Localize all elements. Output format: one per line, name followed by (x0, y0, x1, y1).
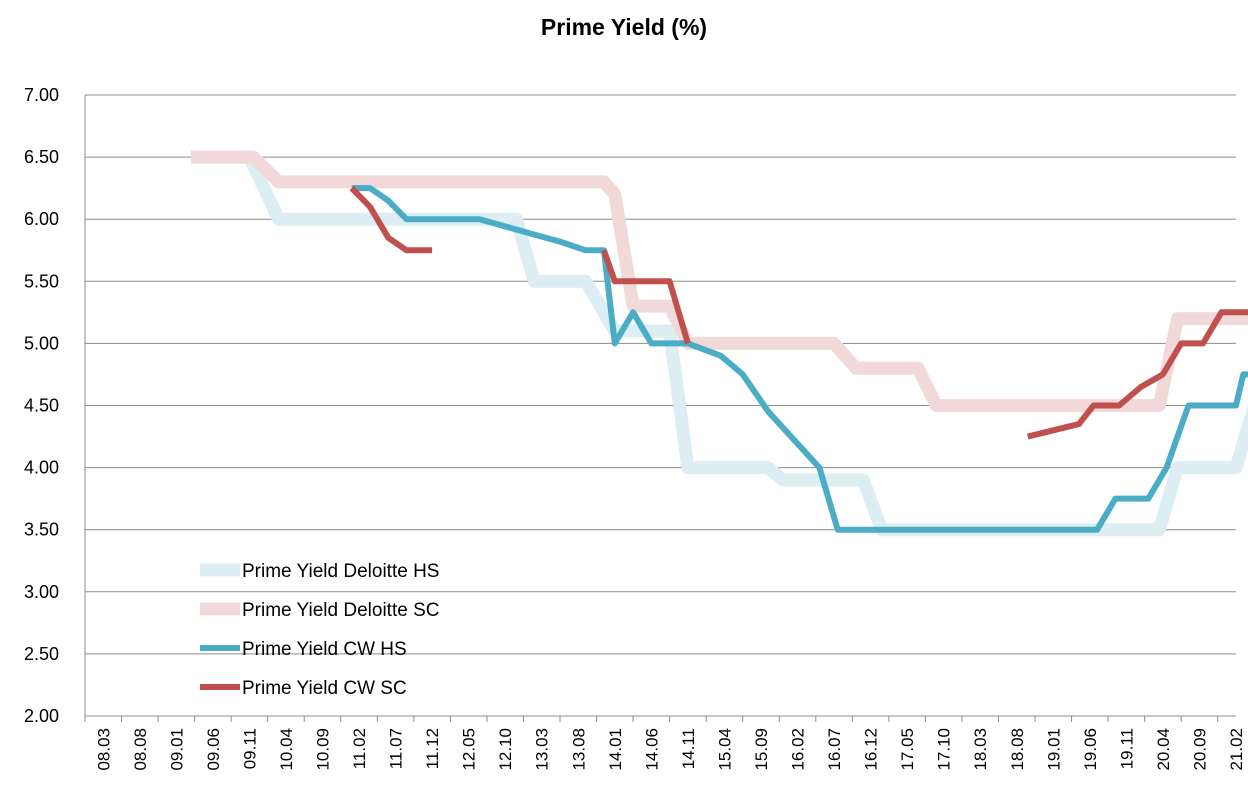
x-tick-label: 12.10 (496, 728, 515, 771)
y-tick-label: 5.00 (24, 333, 59, 353)
x-tick-label: 15.09 (752, 728, 771, 771)
x-tick-label: 08.03 (94, 728, 113, 771)
x-tick-label: 09.01 (167, 728, 186, 771)
y-tick-label: 4.50 (24, 396, 59, 416)
x-tick-label: 17.05 (898, 728, 917, 771)
x-tick-label: 14.06 (642, 728, 661, 771)
x-tick-label: 20.04 (1154, 728, 1173, 771)
x-tick-label: 09.06 (204, 728, 223, 771)
x-tick-label: 09.11 (240, 728, 259, 769)
legend-label: Prime Yield Deloitte SC (242, 600, 439, 621)
x-tick-label: 10.09 (314, 728, 333, 771)
y-tick-label: 2.50 (24, 644, 59, 664)
x-tick-label: 21.02 (1227, 728, 1246, 771)
y-tick-label: 3.00 (24, 582, 59, 602)
x-tick-label: 12.05 (460, 728, 479, 771)
x-tick-label: 19.01 (1044, 728, 1063, 771)
x-tick-label: 16.07 (825, 728, 844, 771)
x-tick-label: 16.12 (862, 728, 881, 771)
x-tick-label: 16.02 (789, 728, 808, 771)
y-tick-label: 7.00 (24, 85, 59, 105)
x-tick-label: 14.11 (679, 728, 698, 769)
chart-title: Prime Yield (%) (540, 14, 708, 40)
y-tick-label: 6.00 (24, 209, 59, 229)
y-tick-label: 4.00 (24, 458, 59, 478)
x-tick-label: 14.01 (606, 728, 625, 771)
x-tick-label: 10.04 (277, 728, 296, 771)
legend-label: Prime Yield CW HS (242, 639, 407, 660)
y-tick-label: 3.50 (24, 520, 59, 540)
legend-label: Prime Yield CW SC (242, 678, 407, 699)
y-tick-label: 2.00 (24, 706, 59, 726)
x-tick-label: 15.04 (715, 728, 734, 771)
x-tick-label: 08.08 (131, 728, 150, 771)
x-tick-label: 20.09 (1190, 728, 1209, 771)
x-tick-label: 11.12 (423, 728, 442, 769)
series-line-5 (601, 249, 691, 345)
x-tick-label: 13.08 (569, 728, 588, 771)
x-tick-label: 17.10 (935, 728, 954, 771)
x-tick-label: 11.07 (387, 728, 406, 769)
x-tick-label: 18.03 (971, 728, 990, 771)
series-line-4 (349, 186, 433, 254)
legend-label: Prime Yield Deloitte HS (242, 561, 439, 582)
series-line-6 (1026, 309, 1248, 440)
x-tick-label: 19.11 (1117, 728, 1136, 769)
x-tick-label: 11.02 (350, 728, 369, 769)
y-tick-label: 6.50 (24, 147, 59, 167)
x-tick-label: 13.03 (533, 728, 552, 771)
x-tick-label: 19.06 (1081, 728, 1100, 771)
y-tick-label: 5.50 (24, 271, 59, 291)
x-tick-label: 18.08 (1008, 728, 1027, 771)
